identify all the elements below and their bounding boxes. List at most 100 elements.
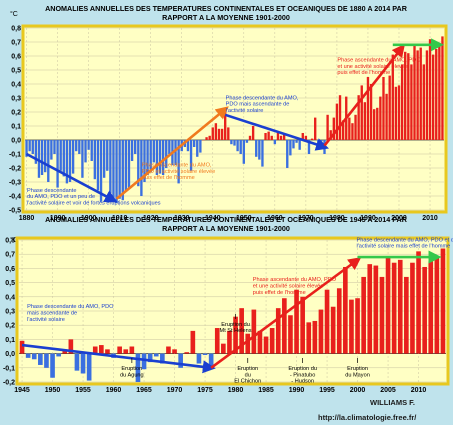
bar [332,117,335,140]
bar [391,262,397,354]
bar [294,289,299,354]
bar [239,308,244,354]
y-tick-label: -0,5 [9,208,21,215]
bar [152,140,155,163]
bar [178,353,183,368]
bar [109,140,112,194]
x-tick-label: 2000 [350,387,366,394]
bar [50,353,55,378]
bar [140,140,143,196]
bar [129,346,135,354]
bar [410,64,413,140]
bar [295,140,298,143]
bar [419,47,422,140]
bar [78,140,81,154]
bar [149,140,152,173]
bar [161,140,165,175]
x-tick-label: 2010 [411,387,427,394]
bar [196,140,199,157]
bar [385,257,391,354]
bar [360,85,363,140]
bar [143,140,146,182]
y-tick-label: 0,6 [11,54,21,61]
y-tick-label: 0,1 [5,337,15,344]
bar [363,102,367,140]
bar [99,140,103,202]
phase-annotation: Phase descendante du AMO, PDO et de l'act… [357,237,453,249]
bar [112,140,115,201]
bar [341,120,345,140]
bar [307,140,311,154]
x-tick-label: 1920 [143,215,159,222]
bar [168,140,171,154]
bar [400,64,404,140]
bar [258,140,261,160]
y-tick-label: 0,7 [5,252,15,259]
bar [177,140,180,184]
phase-annotation: Phase ascendante du AMO, PDO et une activ… [337,58,421,77]
phase-annotation: Phase descendante du AMO, PDO mais ascend… [27,304,114,323]
bar [330,306,336,354]
bar [314,117,317,140]
x-tick-label: 1970 [167,387,183,394]
y-tick-label: 0,2 [5,323,15,330]
x-tick-label: 1970 [298,215,314,222]
x-tick-label: 1980 [228,387,244,394]
bar [28,140,31,152]
bar [74,353,80,371]
bar [300,296,305,354]
eruption-label: Eruption du Mt St Helens [220,322,252,334]
bar [379,96,382,140]
bar [385,93,388,140]
bar [208,135,211,140]
bar [391,54,394,140]
y-tick-label: 0,5 [5,280,15,287]
bar [62,140,65,177]
bar [147,353,153,363]
trend-arrow [323,43,406,147]
trend-arrow [25,152,118,203]
x-tick-label: 1930 [174,215,190,222]
eruption-label: Eruption du - Pinatubo - Hudson [288,366,317,385]
y-tick-label: 0,2 [11,110,21,117]
bar [81,140,84,178]
x-tick-label: 1910 [112,215,128,222]
bar [367,264,373,354]
trend-arrow [210,257,362,369]
chart-2-unit-label: °C [10,236,18,244]
x-tick-label: 1995 [319,387,335,394]
bar [338,95,342,140]
bar [348,117,351,140]
bar [329,130,332,140]
author-signature: WILLIAMS F. [370,398,415,407]
bar [165,140,168,168]
chart-1-unit-label: °C [10,10,18,18]
bar [127,140,131,188]
bar [422,64,426,140]
bar [438,44,441,140]
x-tick-label: 1990 [360,215,376,222]
chart-2-x-axis: 1945 1950 1955 1960 1965 1970 1975 1980 1985 1990… [14,387,426,394]
chart-2-trend-arrows [21,250,442,374]
bar [292,140,295,149]
bar [245,333,251,354]
chart-1-x-axis: 1880 1890 1900 1910 1920 1930 1940 1950 1960 1970… [19,215,438,222]
bar [428,261,434,354]
y-tick-label: -0,4 [9,194,21,201]
y-tick-label: -0,3 [9,180,21,187]
bar [68,339,74,354]
bar [394,86,398,140]
bar [135,353,141,382]
y-tick-label: -0,1 [9,152,21,159]
bar [38,353,43,365]
y-tick-label: 0,6 [5,266,15,273]
bar [431,54,435,140]
bar [25,140,28,157]
x-tick-label: 1965 [136,387,152,394]
bar [102,140,106,178]
x-tick-label: 1900 [81,215,97,222]
bar [304,135,308,140]
bar [106,140,109,171]
x-tick-label: 1960 [267,215,283,222]
x-tick-label: 1880 [19,215,35,222]
